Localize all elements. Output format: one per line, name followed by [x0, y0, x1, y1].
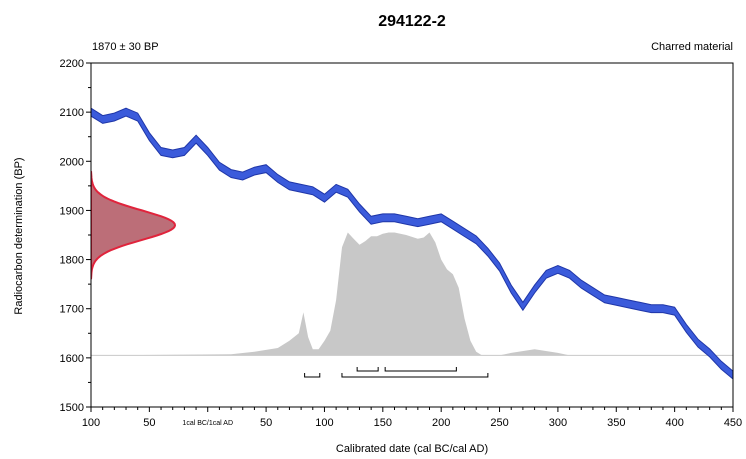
range-1sigma-2: [384, 367, 457, 372]
range-1sigma-1: [356, 367, 379, 372]
plot-clip-group: [91, 107, 733, 380]
x-tick-label: 400: [665, 417, 683, 429]
x-axis-label: Calibrated date (cal BC/cal AD): [336, 443, 488, 455]
x-tick-label: 200: [432, 417, 450, 429]
y-tick-label: 1900: [60, 205, 84, 217]
y-tick-label: 1800: [60, 255, 84, 267]
y-tick-label: 2200: [60, 58, 84, 70]
chart-title: 294122-2: [378, 13, 446, 30]
x-tick-label: 150: [374, 417, 392, 429]
y-tick-label: 1600: [60, 353, 84, 365]
measurement-label: 1870 ± 30 BP: [92, 41, 159, 53]
range-2sigma-2: [341, 373, 489, 378]
calibrated-probability-area: [91, 232, 733, 356]
y-tick-label: 1700: [60, 304, 84, 316]
y-tick-label: 1500: [60, 402, 84, 414]
x-tick-label: 1cal BC/1cal AD: [182, 420, 233, 427]
plot-area: [91, 107, 733, 380]
x-tick-label: 450: [724, 417, 742, 429]
calibration-curve-band: [91, 107, 733, 380]
x-tick-label: 100: [82, 417, 100, 429]
axes: 1500 1600 1700 1800 1900 2000 2100 2200 100 50 1ca…: [60, 58, 743, 429]
x-tick-label: 100: [315, 417, 333, 429]
y-tick-label: 2000: [60, 156, 84, 168]
x-tick-label: 250: [490, 417, 508, 429]
x-tick-label: 50: [143, 417, 155, 429]
material-label: Charred material: [651, 41, 733, 53]
y-tick-label: 2100: [60, 107, 84, 119]
range-2sigma-1: [304, 373, 321, 378]
measurement-distribution: [91, 171, 177, 280]
x-tick-label: 50: [260, 417, 272, 429]
x-tick-label: 350: [607, 417, 625, 429]
x-tick-label: 300: [549, 417, 567, 429]
y-axis-label: Radiocarbon determination (BP): [13, 157, 25, 314]
